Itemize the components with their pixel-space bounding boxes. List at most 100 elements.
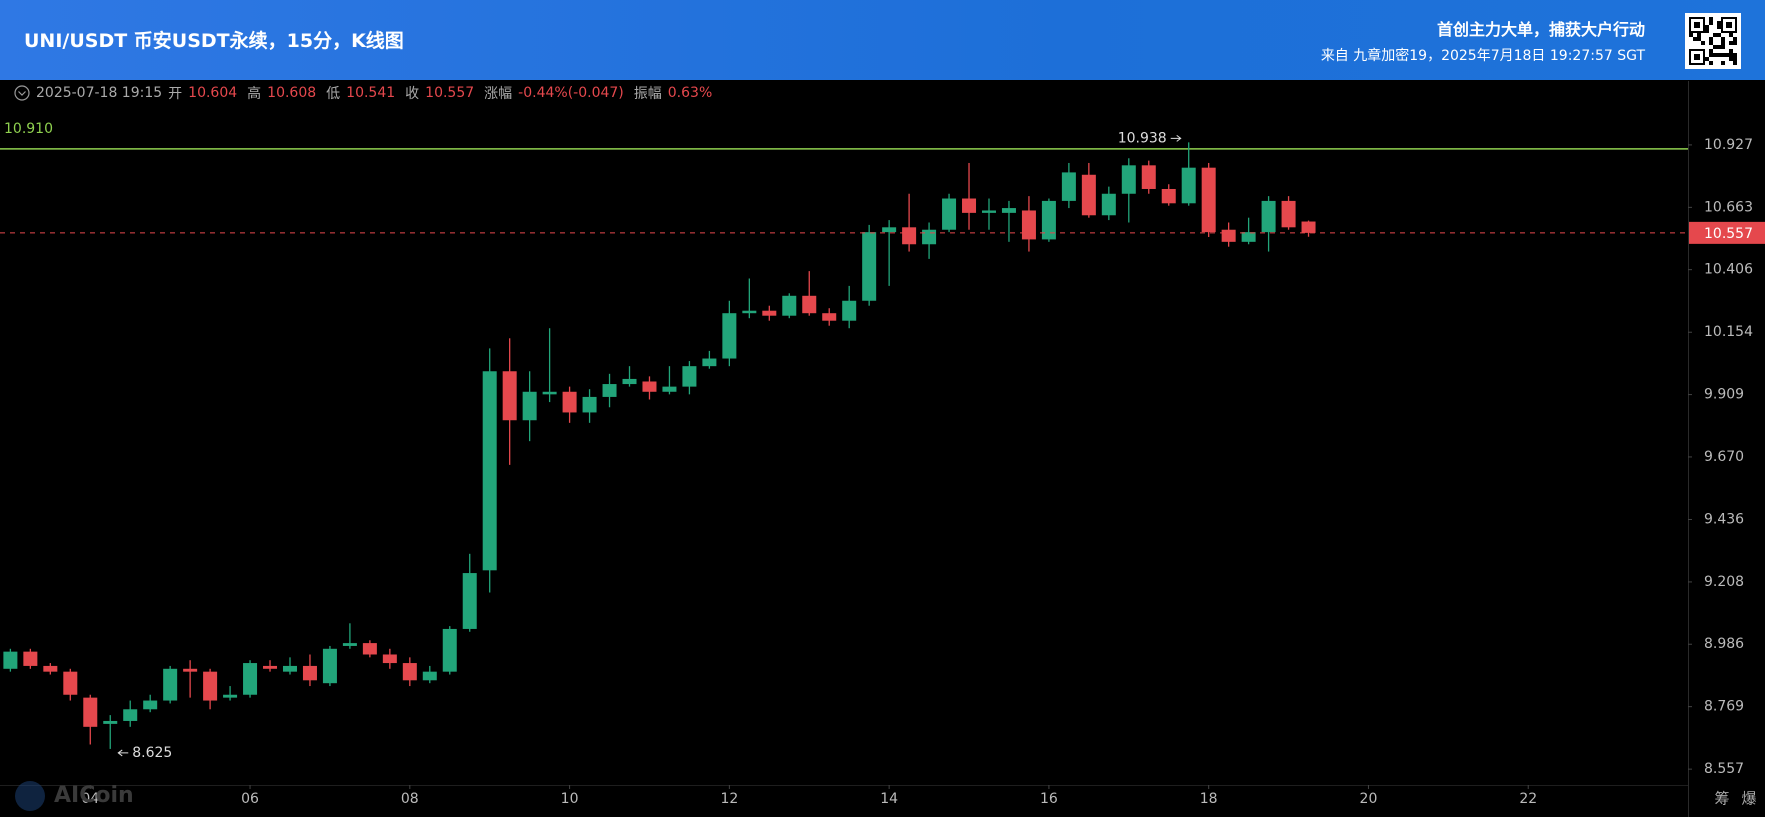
candle-body — [1241, 232, 1256, 242]
qr-cell — [1717, 21, 1721, 25]
candle-body — [922, 229, 937, 245]
candle-body — [263, 665, 278, 669]
info-value: 0.63% — [667, 85, 713, 101]
qr-finder — [1689, 49, 1705, 65]
qr-cell — [1717, 25, 1721, 29]
candle-body — [1001, 208, 1016, 213]
qr-cell — [1729, 49, 1733, 53]
candle-body — [882, 227, 897, 233]
candle-body — [482, 371, 497, 571]
candle-body — [1181, 167, 1196, 204]
info-value: 10.541 — [346, 85, 396, 101]
candle-body — [302, 665, 317, 681]
x-tick-label: 18 — [1200, 791, 1218, 807]
qr-cell — [1709, 41, 1713, 45]
tool-button[interactable]: 爆 — [1741, 790, 1756, 808]
candle-body — [802, 295, 817, 314]
qr-cell — [1705, 25, 1709, 29]
qr-cell — [1733, 57, 1737, 61]
reference-line-label: 10.910 — [4, 121, 53, 137]
candle-body — [682, 366, 697, 387]
candle-body — [1301, 221, 1316, 233]
candle-body — [562, 391, 577, 413]
candle-body — [342, 643, 357, 646]
banner: UNI/USDT 币安USDT永续，15分，K线图 首创主力大单，捕获大户行动 … — [0, 0, 1765, 80]
x-tick-label: 10 — [561, 791, 579, 807]
collapse-icon[interactable] — [14, 85, 30, 101]
candle-body — [183, 668, 198, 672]
qr-cell — [1697, 33, 1701, 37]
x-tick-label: 06 — [241, 791, 259, 807]
candle-body — [462, 573, 477, 629]
candle-body — [1121, 165, 1136, 194]
x-tick-label: 12 — [720, 791, 738, 807]
info-label: 高 — [247, 86, 262, 102]
qr-cell — [1713, 45, 1717, 49]
candle-body — [382, 654, 397, 664]
candle-body — [822, 313, 837, 321]
qr-cell — [1709, 53, 1713, 57]
last-price-label: 10.557 — [1704, 226, 1753, 242]
candle-body — [43, 665, 58, 672]
info-label: 涨幅 — [484, 86, 513, 102]
tool-button[interactable]: 筹 — [1714, 790, 1729, 808]
info-value: -0.44%(-0.047) — [518, 85, 624, 101]
qr-cell — [1705, 29, 1709, 33]
candle-body — [282, 665, 297, 672]
candle-body — [782, 295, 797, 316]
y-tick-label: 9.436 — [1704, 511, 1744, 527]
qr-cell — [1689, 33, 1693, 37]
candle-body — [542, 391, 557, 395]
max-label: 10.938 — [1118, 130, 1167, 146]
candle-body — [123, 709, 138, 721]
candle-body — [322, 648, 337, 684]
y-tick-label: 8.986 — [1704, 636, 1744, 652]
candle-body — [1041, 200, 1056, 240]
candle-body — [83, 697, 98, 727]
qr-finder-dot — [1694, 54, 1700, 60]
candle-body — [842, 300, 857, 321]
qr-cell — [1693, 37, 1697, 41]
x-tick-label: 04 — [81, 791, 99, 807]
candle-body — [163, 668, 178, 701]
candle-body — [362, 643, 377, 655]
y-tick-label: 9.909 — [1704, 387, 1744, 403]
qr-cell — [1721, 37, 1725, 41]
qr-cell — [1733, 37, 1737, 41]
candle-body — [1161, 188, 1176, 204]
candle-body — [1101, 193, 1116, 216]
info-time: 2025-07-18 19:15 — [36, 85, 163, 101]
qr-cell — [1717, 53, 1721, 57]
promo-text: 首创主力大单，捕获大户行动 — [1436, 20, 1645, 39]
x-tick-label: 20 — [1360, 791, 1378, 807]
qr-finder-dot — [1694, 22, 1700, 28]
candle-body — [742, 310, 757, 314]
y-tick-label: 9.670 — [1704, 449, 1744, 465]
info-label: 开 — [168, 86, 183, 102]
qr-cell — [1729, 41, 1733, 45]
candle-body — [223, 694, 238, 698]
qr-cell — [1697, 37, 1701, 41]
candle-body — [582, 396, 597, 413]
info-label: 低 — [326, 86, 341, 102]
info-label: 振幅 — [633, 86, 662, 102]
qr-cell — [1713, 33, 1717, 37]
y-tick-label: 10.154 — [1704, 324, 1753, 340]
candle-body — [722, 313, 737, 359]
candle-body — [442, 628, 457, 672]
candle-body — [942, 198, 957, 230]
candle-body — [702, 358, 717, 367]
min-arrow — [117, 749, 129, 757]
x-tick-label: 08 — [401, 791, 419, 807]
candle-body — [1281, 200, 1296, 228]
qr-cell — [1721, 41, 1725, 45]
qr-cell — [1717, 33, 1721, 37]
qr-cell — [1701, 41, 1705, 45]
candle-body — [1081, 174, 1096, 216]
y-tick-label: 10.927 — [1704, 137, 1753, 153]
qr-cell — [1717, 45, 1721, 49]
x-tick-label: 16 — [1040, 791, 1058, 807]
candle-body — [63, 671, 78, 695]
